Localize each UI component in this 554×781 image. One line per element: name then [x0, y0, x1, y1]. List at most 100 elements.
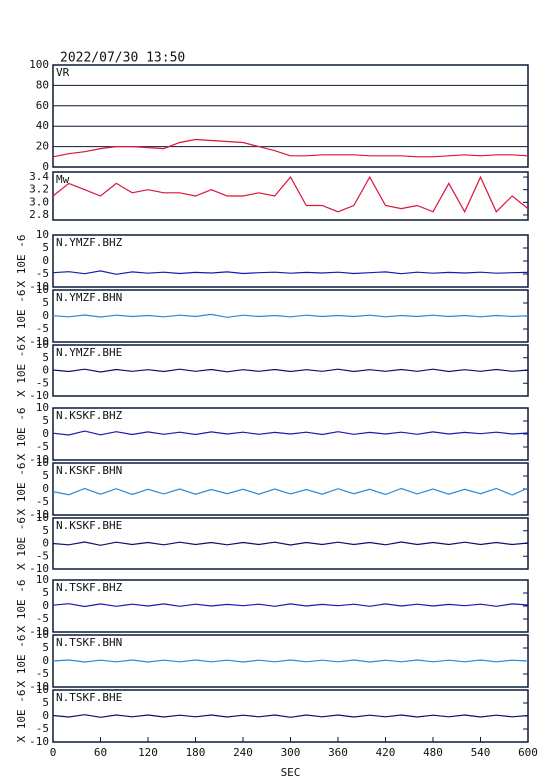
y-tick-label: 0 [42, 654, 49, 667]
y-tick-label: 5 [42, 469, 49, 482]
y-tick-label: 0 [42, 254, 49, 267]
y-tick-label: 10 [36, 338, 49, 351]
y-tick-label: 0 [42, 364, 49, 377]
y-tick-label: -10 [29, 508, 49, 521]
y-tick-label: 10 [36, 283, 49, 296]
y-tick-label: -10 [29, 389, 49, 402]
y-tick-label: 5 [42, 524, 49, 537]
panel-frame [52, 234, 529, 288]
panel-label: N.YMZF.BHE [56, 346, 122, 359]
panel-label: N.TSKF.BHE [56, 691, 122, 704]
y-tick-label: 10 [36, 683, 49, 696]
x-tick-label: 240 [233, 746, 253, 759]
y-axis-label: X 10E -6 [15, 690, 28, 743]
series-line [52, 714, 529, 718]
y-axis-label: X 10E -6 [15, 235, 28, 288]
series-line [52, 659, 529, 663]
panel-label: N.TSKF.BHZ [56, 581, 123, 594]
panel-frame [52, 171, 529, 221]
series-line [52, 487, 529, 496]
panel-frame [52, 462, 529, 516]
y-tick-label: 5 [42, 696, 49, 709]
panel-frame [52, 579, 529, 633]
y-tick-label: 40 [36, 119, 49, 132]
x-tick-label: 0 [50, 746, 57, 759]
panel-label: N.KSKF.BHN [56, 464, 122, 477]
y-tick-label: 0 [42, 599, 49, 612]
y-tick-label: -10 [29, 680, 49, 693]
y-axis-label: X 10E -6 [15, 517, 28, 570]
y-tick-label: 0 [42, 427, 49, 440]
y-tick-label: 5 [42, 296, 49, 309]
series-line [52, 430, 529, 436]
panel-label: N.KSKF.BHZ [56, 409, 123, 422]
panel-label: VR [56, 66, 70, 79]
series-line [52, 270, 529, 275]
y-axis-label: X 10E -6 [15, 344, 28, 397]
y-tick-label: 3.4 [29, 170, 49, 183]
x-tick-label: 360 [328, 746, 348, 759]
y-tick-label: 0 [42, 309, 49, 322]
x-tick-label: 540 [471, 746, 491, 759]
x-tick-label: 180 [186, 746, 206, 759]
y-tick-label: -10 [29, 562, 49, 575]
panel-label: N.KSKF.BHE [56, 519, 122, 532]
y-tick-label: -10 [29, 335, 49, 348]
y-tick-label: -10 [29, 735, 49, 748]
series-line [52, 313, 529, 318]
y-tick-label: -5 [36, 495, 49, 508]
y-tick-label: 80 [36, 78, 49, 91]
y-tick-label: -5 [36, 612, 49, 625]
y-tick-label: 10 [36, 573, 49, 586]
panel-label: N.TSKF.BHN [56, 636, 122, 649]
y-tick-label: 10 [36, 628, 49, 641]
y-tick-label: 3.2 [29, 183, 49, 196]
y-tick-label: -5 [36, 440, 49, 453]
x-tick-label: 120 [138, 746, 158, 759]
x-axis-label: SEC [281, 766, 301, 779]
y-tick-label: -5 [36, 722, 49, 735]
y-tick-label: 5 [42, 414, 49, 427]
y-tick-label: 0 [42, 160, 49, 173]
y-tick-label: 5 [42, 641, 49, 654]
y-tick-label: 0 [42, 537, 49, 550]
series-line [52, 175, 529, 214]
panel-frame [52, 407, 529, 461]
y-axis-label: X 10E -6 [15, 408, 28, 461]
x-tick-label: 600 [518, 746, 538, 759]
series-line [52, 138, 529, 158]
y-axis-label: X 10E -6 [15, 290, 28, 343]
y-tick-label: 5 [42, 241, 49, 254]
x-tick-label: 60 [94, 746, 107, 759]
series-line [52, 603, 529, 608]
y-tick-label: -10 [29, 280, 49, 293]
y-axis-label: X 10E -6 [15, 580, 28, 633]
panel-frame [52, 64, 529, 168]
x-tick-label: 420 [376, 746, 396, 759]
y-axis-label: X 10E -6 [15, 463, 28, 516]
y-tick-label: 10 [36, 456, 49, 469]
y-tick-label: -10 [29, 453, 49, 466]
y-tick-label: 60 [36, 99, 49, 112]
series-line [52, 368, 529, 373]
x-tick-label: 300 [281, 746, 301, 759]
y-tick-label: -5 [36, 322, 49, 335]
y-tick-label: 5 [42, 586, 49, 599]
chart-title: 2022/07/30 13:50 [60, 51, 185, 66]
y-tick-label: 5 [42, 351, 49, 364]
y-tick-label: 10 [36, 511, 49, 524]
panel-label: Mw [56, 173, 70, 186]
panel-label: N.YMZF.BHN [56, 291, 122, 304]
y-tick-label: 0 [42, 482, 49, 495]
y-tick-label: 20 [36, 140, 49, 153]
y-tick-label: -10 [29, 625, 49, 638]
y-tick-label: -5 [36, 667, 49, 680]
y-axis-label: X 10E -6 [15, 635, 28, 688]
y-tick-label: 0 [42, 709, 49, 722]
y-tick-label: -5 [36, 267, 49, 280]
series-line [52, 541, 529, 546]
panel-label: N.YMZF.BHZ [56, 236, 123, 249]
y-tick-label: 10 [36, 401, 49, 414]
y-tick-label: -5 [36, 549, 49, 562]
